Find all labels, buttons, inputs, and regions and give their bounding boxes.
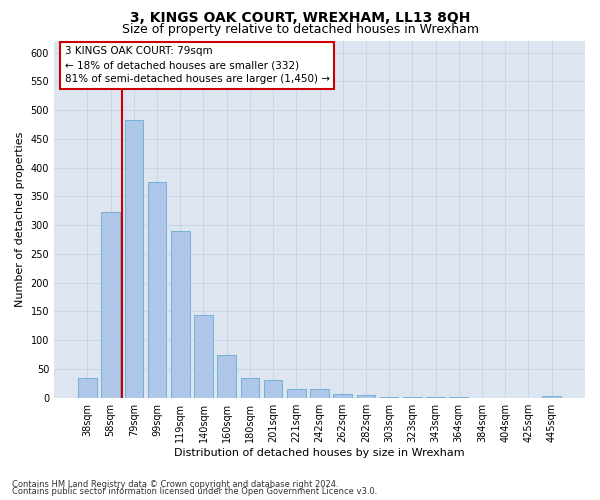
Bar bbox=[542, 396, 561, 398]
Bar bbox=[125, 120, 143, 398]
Bar bbox=[449, 397, 468, 398]
Bar bbox=[194, 316, 213, 398]
Bar bbox=[334, 394, 352, 398]
Bar bbox=[356, 396, 375, 398]
Bar bbox=[426, 397, 445, 398]
Text: Contains HM Land Registry data © Crown copyright and database right 2024.: Contains HM Land Registry data © Crown c… bbox=[12, 480, 338, 489]
Bar bbox=[101, 212, 120, 398]
Text: Size of property relative to detached houses in Wrexham: Size of property relative to detached ho… bbox=[121, 22, 479, 36]
Text: 3, KINGS OAK COURT, WREXHAM, LL13 8QH: 3, KINGS OAK COURT, WREXHAM, LL13 8QH bbox=[130, 11, 470, 25]
Bar bbox=[287, 389, 305, 398]
Bar bbox=[403, 397, 422, 398]
Bar bbox=[380, 396, 398, 398]
Bar bbox=[241, 378, 259, 398]
Bar bbox=[310, 389, 329, 398]
Bar bbox=[217, 354, 236, 398]
Bar bbox=[148, 182, 166, 398]
Y-axis label: Number of detached properties: Number of detached properties bbox=[15, 132, 25, 307]
Text: Contains public sector information licensed under the Open Government Licence v3: Contains public sector information licen… bbox=[12, 487, 377, 496]
Text: 3 KINGS OAK COURT: 79sqm
← 18% of detached houses are smaller (332)
81% of semi-: 3 KINGS OAK COURT: 79sqm ← 18% of detach… bbox=[65, 46, 329, 84]
Bar bbox=[78, 378, 97, 398]
X-axis label: Distribution of detached houses by size in Wrexham: Distribution of detached houses by size … bbox=[174, 448, 465, 458]
Bar bbox=[171, 231, 190, 398]
Bar bbox=[264, 380, 283, 398]
